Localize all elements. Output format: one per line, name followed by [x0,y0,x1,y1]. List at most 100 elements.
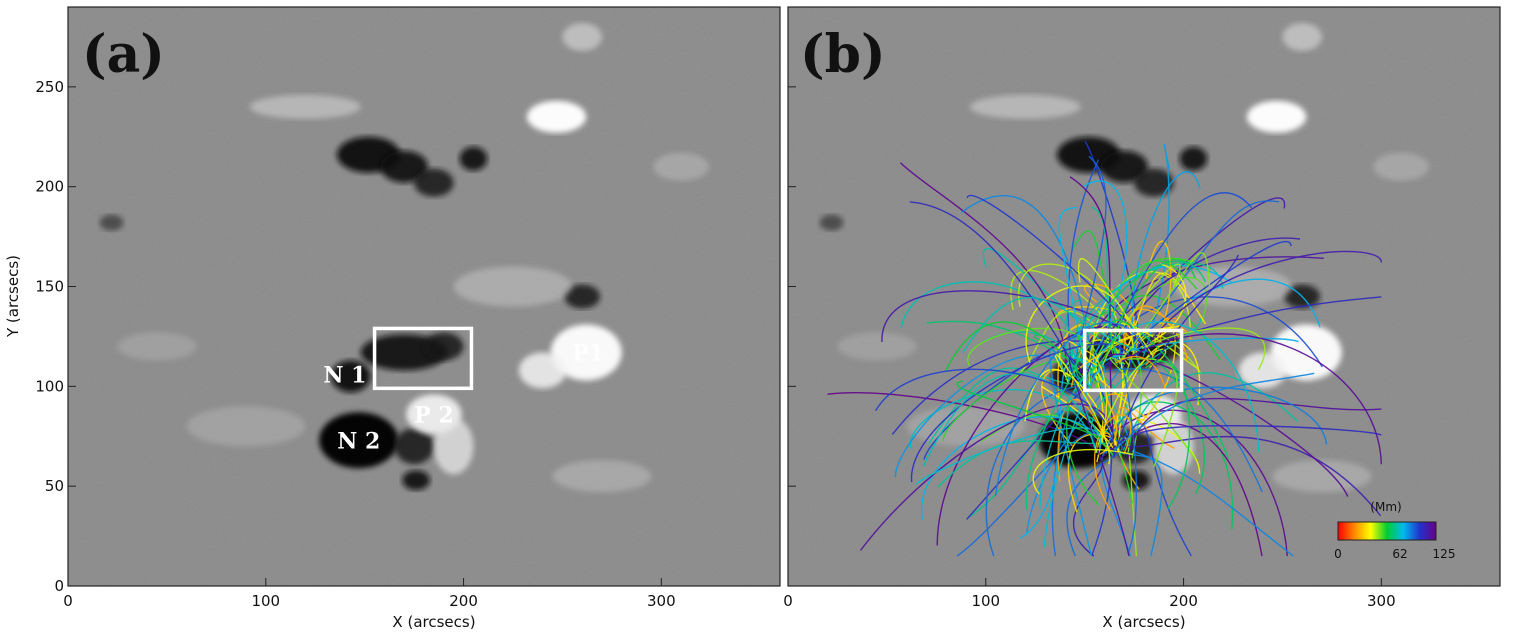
colorbar-tick-125: 125 [1433,547,1456,561]
region-label: N 1 [323,362,366,388]
field-line [1100,263,1181,371]
field-line [1082,180,1128,369]
polarity-patch [837,332,917,361]
field-line [909,201,1082,376]
field-line [1115,355,1167,392]
x-tick-label: 100 [971,592,1000,610]
field-line [1141,327,1266,371]
polarity-patch [319,412,399,469]
field-line [881,290,1154,366]
field-line [1066,264,1234,385]
polarity-patch [402,470,430,491]
field-line [1145,240,1172,346]
polarity-patch [99,214,124,231]
x-tick-label: 0 [783,592,793,610]
polarity-patch [186,406,306,447]
colorbar-gradient [1337,521,1437,541]
polarity-patch [1373,152,1429,181]
field-line [1132,425,1382,439]
field-line [920,416,1102,520]
region-box-b [1082,328,1184,393]
polarity-patch [331,360,371,393]
field-line [1113,372,1315,452]
field-line [1069,176,1115,441]
x-tick-label: 300 [647,592,676,610]
field-line [922,372,1103,467]
field-line [937,439,1107,488]
field-line [1093,414,1132,511]
polarity-patch [1179,146,1208,171]
sunspots-a [99,22,709,493]
field-line [1097,393,1128,457]
field-line [910,343,1132,483]
field-line [1105,386,1328,454]
field-line [1094,348,1167,454]
field-line [915,427,1102,485]
polarity-patch [1282,22,1322,51]
field-line [1117,336,1138,555]
region-labels: N 1 N 2 P 2 P1 [323,340,604,454]
field-line [1068,357,1130,557]
field-line [1072,457,1103,557]
field-line [1090,321,1260,452]
field-line [1067,433,1117,513]
magnetogram-noise [68,7,780,586]
region-box-a [372,326,474,391]
polarity-patch [906,406,1026,447]
field-line [1119,357,1178,468]
field-line [962,297,1145,354]
field-lines [827,140,1383,557]
x-tick-label: 300 [1367,592,1396,610]
colorbar-tick-62: 62 [1392,547,1407,561]
polarity-patch [550,324,622,381]
panel-label-a: (a) [82,24,165,85]
x-tick-label: 0 [63,592,73,610]
polarity-patch [1134,168,1174,197]
x-tick-label: 100 [251,592,280,610]
y-tick-label: 150 [35,278,64,296]
polarity-patch [526,100,587,133]
field-line [944,321,1092,389]
field-line [1058,340,1104,463]
field-line [956,380,1101,439]
x-tick-label: 200 [449,592,478,610]
field-line [1095,325,1179,382]
region-label: N 2 [337,428,380,454]
field-line [1066,436,1123,557]
y-tick-label: 0 [54,577,64,595]
field-line [1088,277,1208,387]
field-line [827,391,1098,450]
polarity-patch [819,214,844,231]
panel-label-b: (b) [800,24,886,85]
polarity-patch [424,332,464,361]
field-line [1067,159,1099,373]
x-axis-title-b: X (arcsecs) [1102,613,1185,631]
field-line [1058,206,1090,386]
field-line [1112,254,1240,459]
field-line [926,320,1083,369]
field-line [899,162,1068,380]
polarity-patch [1153,418,1194,475]
polarity-patch [564,284,601,309]
polarity-patch [969,94,1081,119]
polarity-patch [414,168,454,197]
polarity-patch [653,152,709,181]
polarity-patch [562,22,602,51]
field-line [874,368,1115,456]
polarity-patch [380,150,428,183]
y-tick-label: 50 [45,477,64,495]
field-line [1109,357,1196,460]
field-line [1123,435,1382,517]
field-line [1025,364,1076,511]
polarity-patch [518,352,567,389]
field-line [1096,353,1349,497]
axes-b: 0 100 200 300 [783,86,1396,610]
field-line [1054,353,1111,465]
y-axis-title: Y (arcsecs) [4,255,22,338]
polarity-patch [249,94,361,119]
panel-b-frame [787,6,1501,587]
field-line [1145,360,1191,510]
axes-a: 0 100 200 300 0 50 100 150 200 250 [35,78,675,610]
y-tick-label: 100 [35,377,64,395]
